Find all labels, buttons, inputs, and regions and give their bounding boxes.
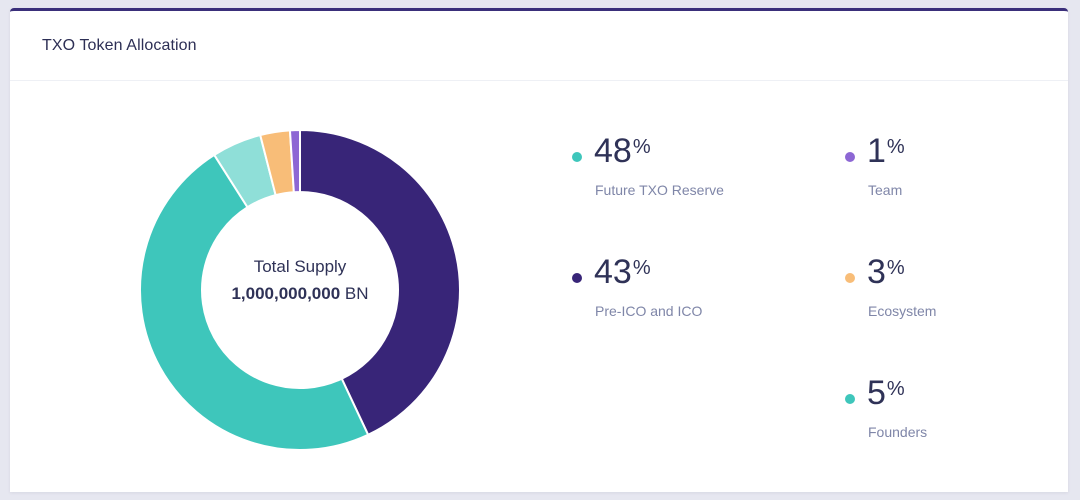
legend-dot bbox=[845, 394, 855, 404]
total-supply-unit: BN bbox=[344, 284, 369, 303]
donut-slice-pre-ico-and-ico bbox=[299, 128, 461, 437]
card-title: TXO Token Allocation bbox=[42, 36, 197, 54]
legend-percent: 43% bbox=[594, 253, 651, 291]
token-allocation-card: TXO Token Allocation Total Supply 1,000,… bbox=[10, 8, 1068, 492]
card-header: TXO Token Allocation bbox=[10, 11, 1068, 81]
legend-percent: 1% bbox=[867, 132, 905, 170]
total-supply-value: 1,000,000,000 BN bbox=[190, 283, 410, 305]
legend-label: Founders bbox=[868, 424, 928, 440]
donut-slice-team bbox=[288, 128, 301, 194]
legend-label: Ecosystem bbox=[868, 303, 937, 319]
legend-dot bbox=[845, 273, 855, 283]
legend-label: Team bbox=[868, 182, 903, 198]
legend-dot bbox=[845, 152, 855, 162]
legend-percent: 3% bbox=[867, 253, 905, 291]
donut-chart bbox=[139, 128, 461, 451]
legend-label: Pre-ICO and ICO bbox=[595, 303, 703, 319]
legend-label: Future TXO Reserve bbox=[595, 182, 724, 198]
donut-slice-future-txo-reserve bbox=[139, 153, 370, 451]
legend-percent: 5% bbox=[867, 374, 905, 412]
total-supply-label: Total Supply 1,000,000,000 BN bbox=[190, 256, 410, 305]
total-supply-amount: 1,000,000,000 bbox=[231, 284, 341, 303]
donut-chart-area: Total Supply 1,000,000,000 BN bbox=[10, 81, 570, 495]
total-supply-title: Total Supply bbox=[253, 257, 347, 276]
legend-percent: 48% bbox=[594, 132, 651, 170]
legend-dot bbox=[572, 152, 582, 162]
legend-dot bbox=[572, 273, 582, 283]
